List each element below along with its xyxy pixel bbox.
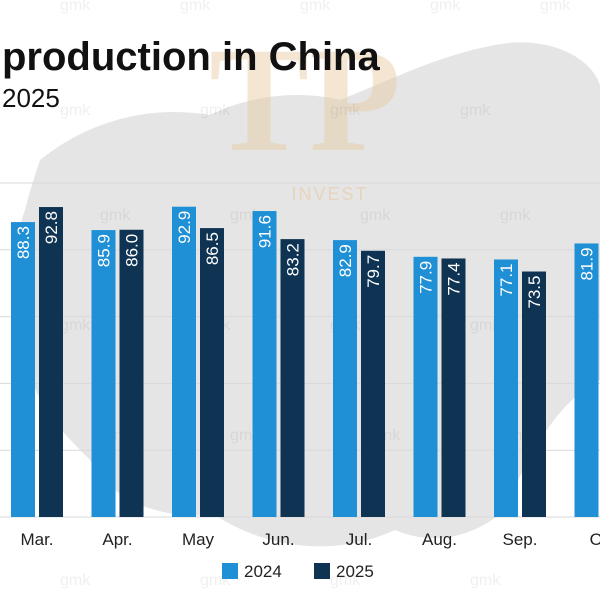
x-axis-labels: Mar. Apr. May Jun. Jul. Aug. Sep. Oc [20, 530, 600, 549]
x-tick-label: Mar. [20, 530, 53, 549]
gmk-watermark-text: gmk [300, 0, 331, 14]
data-label: 79.7 [364, 255, 383, 288]
bar-2025-sep [522, 271, 546, 517]
bar-2025-jul [361, 250, 385, 517]
data-label: 82.9 [336, 244, 355, 277]
data-label: 88.3 [14, 226, 33, 259]
gmk-watermark-text: gmk [180, 0, 211, 14]
gmk-watermark-text: gmk [500, 207, 531, 224]
gmk-watermark-text: gmk [60, 102, 91, 119]
bar-2025-apr [119, 229, 144, 517]
data-label: 86.0 [123, 234, 142, 267]
legend-swatch-2024 [222, 563, 238, 579]
bar-2025-mar [39, 207, 63, 517]
data-label: 77.1 [497, 263, 516, 296]
legend-swatch-2025 [314, 563, 330, 579]
bar-2024-sep [494, 259, 518, 517]
bar-2024-apr [91, 230, 116, 517]
gmk-watermark-text: gmk [60, 0, 91, 14]
x-tick-label: Apr. [102, 530, 132, 549]
legend-label: 2024 [244, 562, 282, 581]
gmk-watermark-text: gmk [200, 102, 231, 119]
data-label: 73.5 [525, 276, 544, 309]
tp-invest-watermark: TP INVEST [209, 17, 401, 204]
data-label: 92.8 [42, 211, 61, 244]
bar-2024-may [172, 206, 196, 518]
data-label: 85.9 [95, 234, 114, 267]
svg-text:TP: TP [209, 17, 401, 183]
data-label: 86.5 [203, 232, 222, 265]
x-tick-label: Sep. [503, 530, 538, 549]
x-tick-label: Aug. [422, 530, 457, 549]
legend-label: 2025 [336, 562, 374, 581]
gmk-watermark-text: gmk [470, 572, 501, 589]
bar-2025-aug [441, 258, 466, 517]
gmk-watermark-text: gmk [330, 572, 361, 589]
bar-2024-mar [11, 222, 35, 517]
x-tick-label: Oc [590, 530, 600, 549]
data-label: 92.9 [175, 211, 194, 244]
gmk-watermark-text: gmk [100, 207, 131, 224]
gmk-watermark-text: gmk [60, 317, 91, 334]
bar-2024-oc [574, 243, 599, 518]
bar-2025-jun [280, 239, 305, 517]
data-label: 83.2 [284, 243, 303, 276]
chart-title: production in China [2, 35, 380, 79]
gmk-watermark-text: gmk [460, 102, 491, 119]
data-label: 81.9 [578, 247, 597, 280]
data-label: 77.9 [417, 261, 436, 294]
data-label: 77.4 [445, 262, 464, 295]
gmk-watermark-text: gmk [470, 317, 501, 334]
gmk-watermark-text: gmk [60, 572, 91, 589]
gmk-watermark-text: gmk [540, 0, 571, 14]
x-tick-label: May [182, 530, 215, 549]
bar-2024-jul [333, 240, 357, 517]
bars: 88.3 92.8 85.9 86.0 92.9 86.5 91.6 83.2 82.9 79.7… [11, 206, 599, 518]
gmk-watermark-text: gmk [330, 102, 361, 119]
bar-2025-may [200, 228, 224, 517]
x-tick-label: Jul. [346, 530, 372, 549]
legend: 2024 2025 [222, 562, 374, 581]
data-label: 91.6 [256, 215, 275, 248]
gmk-watermark-text: gmk [360, 207, 391, 224]
gmk-watermark-text: gmk [430, 0, 461, 14]
x-tick-label: Jun. [262, 530, 294, 549]
bar-2024-aug [413, 256, 438, 517]
bar-2024-jun [252, 211, 277, 517]
svg-text:INVEST: INVEST [291, 184, 368, 204]
chart-subtitle: 2025 [2, 83, 60, 113]
